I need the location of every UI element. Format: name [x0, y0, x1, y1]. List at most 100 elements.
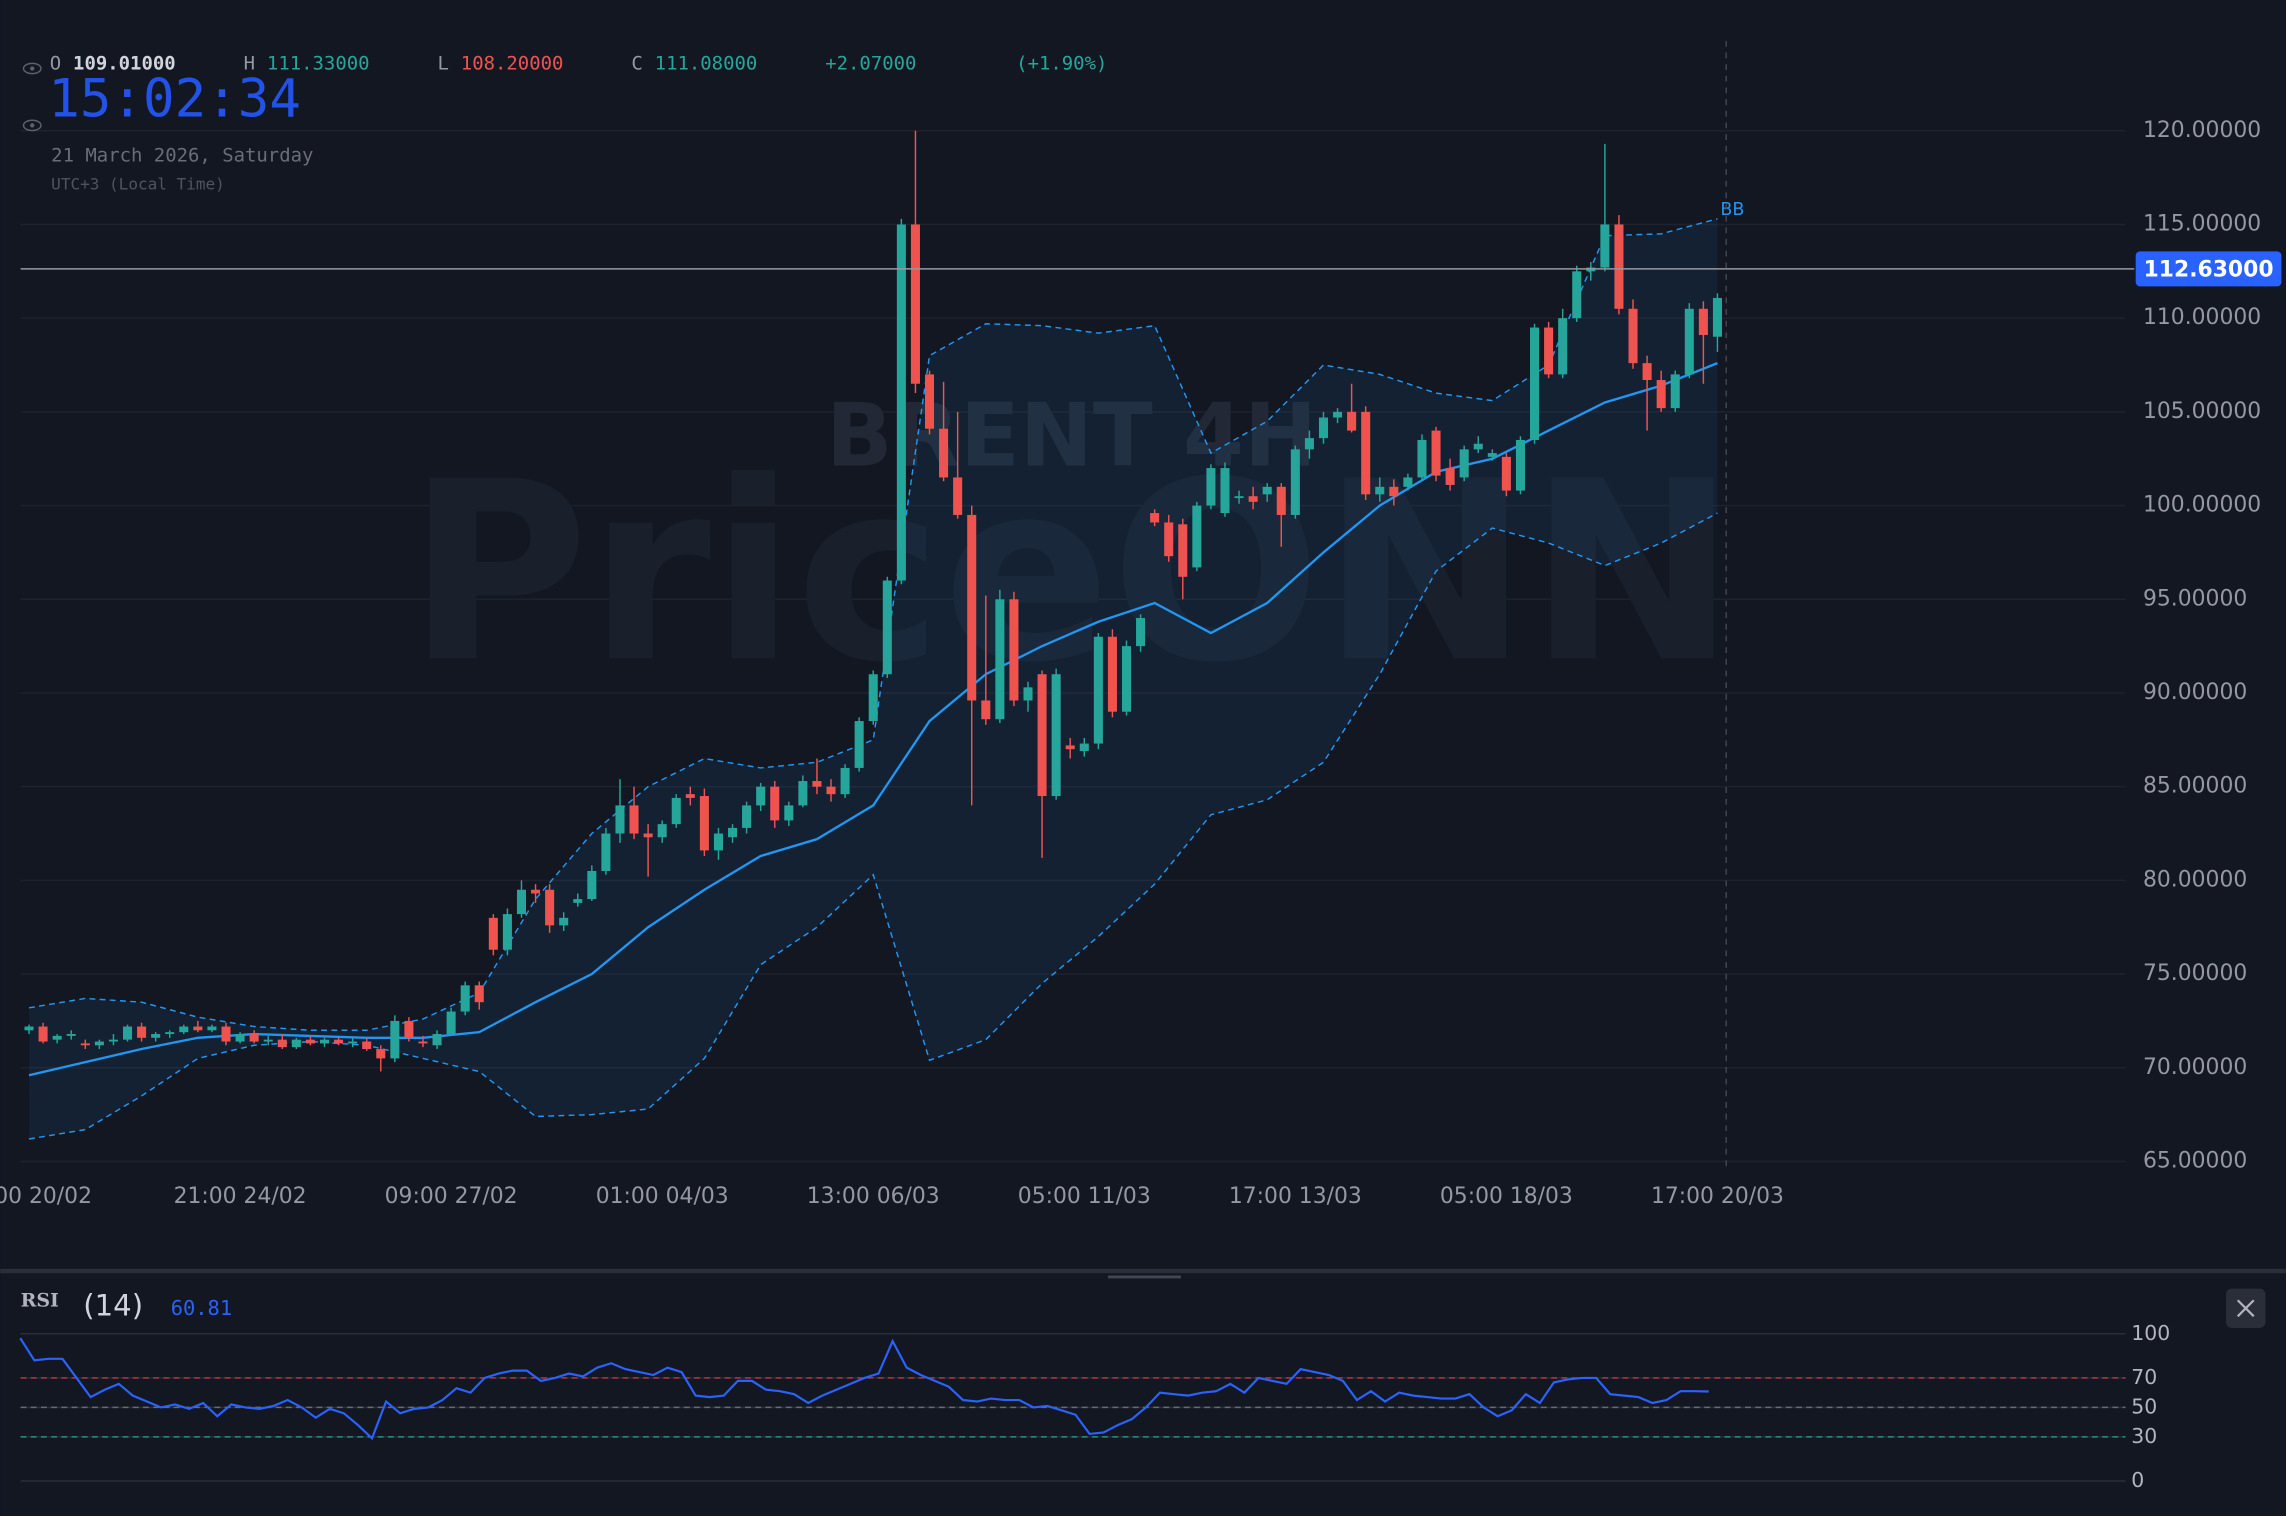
candle-body	[1572, 271, 1582, 319]
candle-body	[1445, 468, 1455, 485]
candle-body	[1333, 411, 1343, 418]
close-icon	[2236, 1299, 2255, 1318]
candle-body	[798, 781, 808, 806]
candle-body	[221, 1026, 231, 1042]
candle-body	[446, 1011, 456, 1035]
candle-body	[362, 1041, 372, 1050]
candle-body	[488, 917, 498, 950]
candle-body	[924, 374, 935, 429]
x-tick-label: 05:00 18/03	[1440, 1184, 1573, 1209]
candle-body	[770, 786, 780, 821]
x-tick-label: 17:00 20/03	[1651, 1184, 1784, 1209]
candle-body	[263, 1039, 273, 1042]
watermark: PriceONN	[407, 429, 1736, 717]
candle-body	[1192, 505, 1202, 568]
bb-label: BB	[1720, 200, 1744, 220]
candle-body	[854, 721, 864, 768]
y-tick-label: 75.00000	[2143, 961, 2247, 986]
candle-body	[629, 805, 639, 834]
candle-body	[559, 917, 569, 926]
x-tick-label: 00 20/02	[0, 1184, 92, 1209]
x-tick-label: 09:00 27/02	[385, 1184, 518, 1209]
candle-body	[24, 1026, 34, 1031]
eye-icon[interactable]	[22, 62, 42, 75]
candle-body	[1459, 449, 1469, 478]
candle-body	[685, 794, 695, 798]
candle-body	[1670, 374, 1680, 409]
candle-body	[1600, 224, 1610, 268]
candle-body	[207, 1026, 217, 1031]
candle-body	[728, 827, 738, 838]
eye-icon[interactable]	[22, 119, 42, 132]
candle-body	[94, 1041, 104, 1046]
candle-body	[1389, 486, 1399, 497]
y-tick-label: 115.00000	[2143, 211, 2261, 236]
eye-icon-pupil	[30, 123, 35, 128]
candle-body	[319, 1039, 330, 1044]
candle-body	[1558, 318, 1568, 375]
candle-body	[52, 1035, 62, 1040]
candle-body	[1530, 327, 1540, 440]
candle-body	[967, 514, 977, 701]
rsi-value: 60.81	[171, 1296, 232, 1320]
last-price-badge	[2135, 251, 2282, 287]
candle-body	[474, 985, 484, 1003]
candle-body	[1079, 743, 1089, 752]
candle-body	[1318, 417, 1328, 439]
candle-body	[882, 580, 892, 675]
price-pane: 65.00000 70.00000 75.00000 80.00000 85.00000…	[20, 118, 2261, 1173]
y-tick-label: 100.00000	[2143, 493, 2261, 518]
candle-body	[713, 833, 723, 851]
candle-body	[1544, 327, 1554, 375]
candle-body	[66, 1034, 76, 1036]
candle-body	[390, 1020, 400, 1059]
candle-body	[137, 1026, 147, 1038]
y-tick-label: 105.00000	[2143, 399, 2261, 424]
y-tick-label: 70	[2131, 1365, 2157, 1389]
candle-body	[108, 1039, 118, 1042]
candle-body	[1501, 456, 1511, 491]
candle-body	[671, 797, 681, 825]
candle-body	[1656, 380, 1666, 409]
y-tick-label: 50	[2131, 1394, 2157, 1418]
candle-body	[615, 805, 625, 834]
candle-body	[1417, 439, 1427, 478]
candle-body	[1051, 674, 1061, 797]
candle-body	[1220, 468, 1230, 514]
candle-body	[277, 1039, 287, 1048]
candle-body	[1614, 224, 1624, 309]
candle-body	[151, 1034, 161, 1038]
ohlc-key: H	[244, 53, 255, 75]
candle-body	[80, 1043, 90, 1046]
candle-body	[573, 899, 583, 903]
candle-body	[995, 599, 1005, 720]
candle-body	[1009, 599, 1019, 701]
y-tick-label: 100	[2131, 1321, 2170, 1345]
last-price-label: 112.63000	[2144, 257, 2274, 282]
y-tick-label: 70.00000	[2143, 1055, 2247, 1080]
rsi-title: RSI	[21, 1290, 59, 1312]
candle-body	[165, 1032, 175, 1035]
candle-body	[1347, 411, 1357, 431]
candle-body	[502, 914, 512, 950]
candle-body	[305, 1039, 315, 1044]
candle-body	[1037, 674, 1047, 797]
eye-icons	[22, 62, 42, 132]
candle-body	[1248, 496, 1258, 502]
x-tick-label: 05:00 11/03	[1018, 1184, 1151, 1209]
ohlc-key: C	[631, 53, 642, 75]
y-tick-label: 80.00000	[2143, 867, 2247, 892]
y-tick-label: 110.00000	[2143, 305, 2261, 330]
candle-body	[516, 889, 526, 915]
ohlc-value: 108.20000	[461, 53, 564, 75]
change: +2.07000	[825, 53, 916, 75]
close-button[interactable]	[2226, 1288, 2266, 1328]
candle-body	[334, 1039, 344, 1044]
candle-body	[826, 786, 836, 795]
eye-icon-pupil	[30, 66, 35, 71]
x-tick-label: 01:00 04/03	[596, 1184, 729, 1209]
bb-lower	[28, 512, 1718, 1140]
candle-body	[460, 985, 470, 1012]
ohlc-value: 111.33000	[267, 53, 370, 75]
